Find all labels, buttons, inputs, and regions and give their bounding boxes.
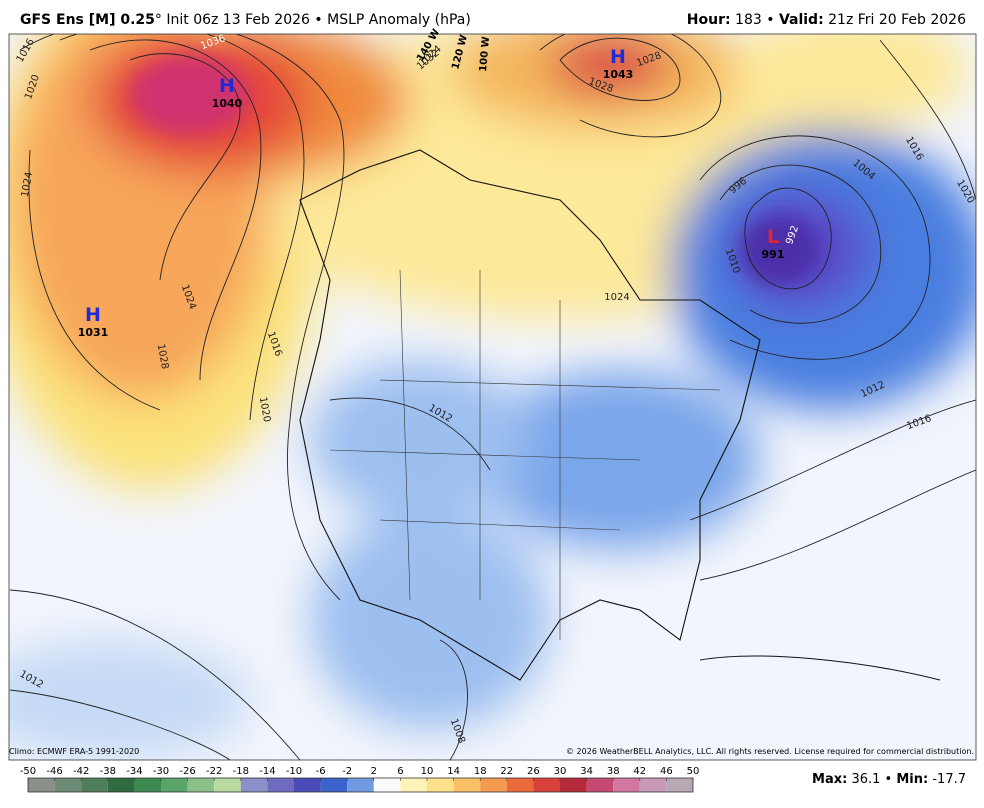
product: MSLP Anomaly (hPa) bbox=[327, 12, 471, 28]
center-letter: H bbox=[219, 75, 235, 97]
colorbar-bin bbox=[28, 778, 55, 792]
colorbar-bin bbox=[161, 778, 188, 792]
colorbar-tick-label: 26 bbox=[527, 766, 540, 777]
colorbar-bin bbox=[400, 778, 427, 792]
longitude: 100 W bbox=[478, 36, 492, 72]
colorbar-bin bbox=[613, 778, 640, 792]
colorbar-bin bbox=[506, 778, 534, 792]
colorbar-bin bbox=[107, 778, 135, 792]
center-value: 991 bbox=[762, 248, 785, 261]
center-value: 1040 bbox=[212, 97, 243, 110]
colorbar-tick-label: 10 bbox=[421, 766, 434, 777]
center-letter: H bbox=[610, 46, 626, 68]
colorbar-tick-label: -46 bbox=[46, 766, 62, 777]
colorbar-tick-label: -2 bbox=[342, 766, 352, 777]
colorbar-bin bbox=[560, 778, 587, 792]
sep: • bbox=[884, 772, 893, 787]
center-letter: L bbox=[767, 226, 779, 248]
valid-label: Valid: bbox=[778, 12, 824, 28]
center-value: 1031 bbox=[78, 326, 109, 339]
colorbar: -50 -46 -42 -38 -34 -30 -26 -22 -18 -14 -10 -6 -2 2 6 1… bbox=[20, 766, 700, 793]
colorbar-tick-label: -34 bbox=[126, 766, 142, 777]
title-line: GFS Ens [M] 0.25° Init 06z 13 Feb 2026 •… bbox=[20, 12, 471, 28]
colorbar-bin bbox=[480, 778, 507, 792]
contours bbox=[9, 34, 976, 760]
colorbar-tick-label: 14 bbox=[447, 766, 460, 777]
colorbar-frame bbox=[27, 777, 694, 793]
min: -17.7 bbox=[932, 772, 966, 787]
colorbar-tick-label: -42 bbox=[73, 766, 89, 777]
sep: • bbox=[766, 12, 775, 28]
colorbar-tick-label: -6 bbox=[316, 766, 326, 777]
colorbar-tick-label: -10 bbox=[286, 766, 302, 777]
max-label: Max: bbox=[812, 772, 848, 787]
colorbar-tick-label: -22 bbox=[206, 766, 222, 777]
contour-label: 1024 bbox=[604, 292, 629, 303]
copyright: © 2026 WeatherBELL Analytics, LLC. All r… bbox=[566, 747, 974, 756]
colorbar-bin bbox=[639, 778, 667, 792]
colorbar-bin bbox=[533, 778, 560, 792]
colorbar-bin bbox=[81, 778, 108, 792]
colorbar-tick-label: 38 bbox=[607, 766, 620, 777]
valid-line: Hour: 183 • Valid: 21z Fri 20 Feb 2026 bbox=[687, 12, 966, 28]
colorbar-tick-label: 42 bbox=[633, 766, 646, 777]
degree: ° bbox=[154, 12, 162, 28]
colorbar-bin bbox=[267, 778, 294, 792]
colorbar-tick-label: -26 bbox=[179, 766, 195, 777]
colorbar-tick-label: 30 bbox=[554, 766, 567, 777]
colorbar-bin bbox=[240, 778, 268, 792]
contour-label: 1020 bbox=[257, 396, 272, 423]
colorbar-bin bbox=[453, 778, 481, 792]
colorbar-tick-label: -18 bbox=[233, 766, 249, 777]
colorbar-bin bbox=[666, 778, 693, 792]
colorbar-tick-label: 34 bbox=[580, 766, 593, 777]
max: 36.1 bbox=[851, 772, 881, 787]
center-letter: H bbox=[85, 304, 101, 326]
colorbar-tick-label: -38 bbox=[100, 766, 116, 777]
colorbar-tick-label: -50 bbox=[20, 766, 36, 777]
colorbar-bin bbox=[294, 778, 321, 792]
colorbar-tick-label: 22 bbox=[500, 766, 513, 777]
colorbar-tick-label: 50 bbox=[687, 766, 700, 777]
hour-label: Hour: bbox=[686, 12, 731, 28]
colorbar-tick-label: -14 bbox=[259, 766, 275, 777]
header: GFS Ens [M] 0.25° Init 06z 13 Feb 2026 •… bbox=[0, 0, 984, 34]
field bbox=[9, 34, 976, 760]
min-label: Min: bbox=[896, 772, 929, 787]
colorbar-bin bbox=[134, 778, 161, 792]
colorbar-bin bbox=[187, 778, 215, 792]
title: GFS Ens [M] 0.25 bbox=[20, 12, 155, 28]
colorbar-tick-label: -30 bbox=[153, 766, 169, 777]
contour-label: 1028 bbox=[155, 343, 170, 370]
colorbar-bin bbox=[373, 778, 401, 792]
colorbar-bin bbox=[427, 778, 454, 792]
colorbar-tick-label: 6 bbox=[397, 766, 403, 777]
stats: Max: 36.1 • Min: -17.7 bbox=[812, 772, 966, 787]
hour: 183 bbox=[735, 12, 762, 28]
colorbar-bin bbox=[586, 778, 614, 792]
colorbar-bin bbox=[214, 778, 241, 792]
center-value: 1043 bbox=[603, 68, 634, 81]
colorbar-bin bbox=[347, 778, 374, 792]
colorbar-bin bbox=[320, 778, 348, 792]
colorbar-bin bbox=[54, 778, 82, 792]
colorbar-tick-label: 18 bbox=[474, 766, 487, 777]
init: Init 06z 13 Feb 2026 bbox=[166, 12, 310, 28]
climo: Climo: ECMWF ERA-5 1991-2020 bbox=[9, 747, 139, 756]
sep: • bbox=[314, 12, 323, 28]
colorbar-tick-label: 46 bbox=[660, 766, 673, 777]
valid: 21z Fri 20 Feb 2026 bbox=[828, 12, 966, 28]
contour-label: 1024 bbox=[20, 171, 35, 198]
colorbar-tick-label: 2 bbox=[371, 766, 377, 777]
